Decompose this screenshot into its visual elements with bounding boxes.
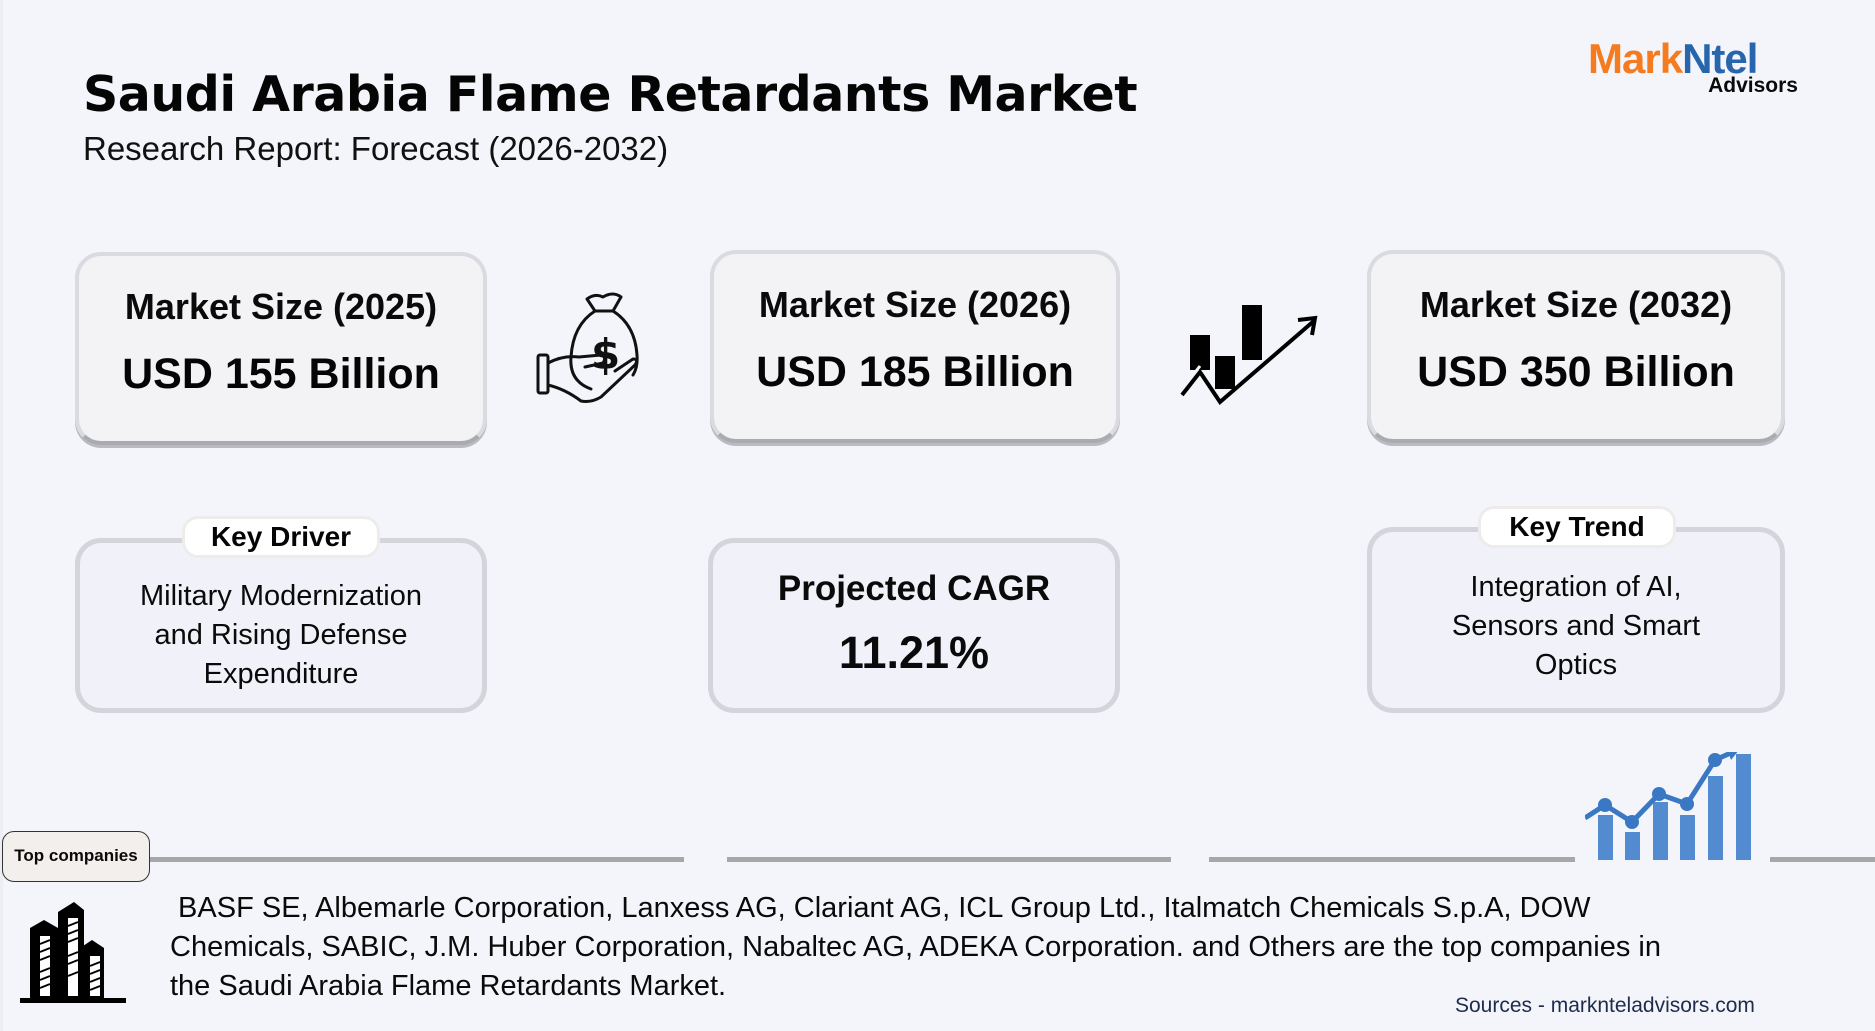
key-trend-tag: Key Trend: [1478, 506, 1676, 548]
key-trend-line: Optics: [1534, 649, 1618, 681]
companies-line: BASF SE, Albemarle Corporation, Lanxess …: [170, 892, 1591, 924]
market-size-label: Market Size (2026): [758, 284, 1072, 325]
page-title: Saudi Arabia Flame Retardants Market: [83, 66, 1138, 123]
market-size-label: Market Size (2025): [124, 286, 438, 327]
key-driver-line: Military Modernization: [139, 580, 423, 612]
page-subtitle: Research Report: Forecast (2026-2032): [83, 130, 669, 167]
market-size-value: USD 155 Billion: [122, 350, 440, 398]
divider-line: [727, 857, 1171, 862]
office-buildings-icon: [18, 900, 128, 1005]
cagr-label: Projected CAGR: [777, 569, 1051, 608]
market-size-value: USD 185 Billion: [756, 348, 1074, 396]
companies-line: the Saudi Arabia Flame Retardants Market…: [170, 970, 727, 1002]
key-trend-card: Integration of AI, Sensors and Smart Opt…: [1367, 527, 1785, 713]
market-size-value: USD 350 Billion: [1417, 348, 1735, 396]
growth-chart-arrow-icon: [1180, 302, 1320, 407]
cagr-value: 11.21%: [838, 627, 990, 678]
cagr-card: Projected CAGR 11.21%: [708, 538, 1120, 713]
market-size-card-2025: Market Size (2025) USD 155 Billion: [75, 252, 487, 445]
logo-mark: Mark: [1588, 35, 1683, 82]
key-trend-line: Sensors and Smart: [1451, 610, 1701, 642]
marknel-logo: MarkNtel Advisors: [1588, 38, 1808, 98]
bar-line-chart-icon: [1583, 748, 1755, 872]
divider-line: [1209, 857, 1575, 862]
top-companies-tag: Top companies: [2, 831, 150, 882]
key-driver-line: Expenditure: [203, 658, 359, 690]
companies-line: Chemicals, SABIC, J.M. Huber Corporation…: [170, 931, 1661, 963]
divider-line: [1770, 857, 1875, 862]
sources-link[interactable]: Sources - marknteladvisors.com: [1455, 994, 1755, 1017]
left-edge: [0, 0, 3, 1031]
market-size-card-2032: Market Size (2032) USD 350 Billion: [1367, 250, 1785, 443]
market-size-card-2026: Market Size (2026) USD 185 Billion: [710, 250, 1120, 443]
key-trend-line: Integration of AI,: [1470, 571, 1682, 603]
top-companies-text: BASF SE, Albemarle Corporation, Lanxess …: [170, 889, 1820, 1006]
money-bag-hand-icon: $: [535, 285, 660, 413]
logo-advisors: Advisors: [1708, 74, 1798, 97]
key-driver-tag: Key Driver: [182, 516, 380, 558]
key-driver-line: and Rising Defense: [154, 619, 408, 651]
divider-line: [150, 857, 684, 862]
key-driver-card: Military Modernization and Rising Defens…: [75, 538, 487, 713]
market-size-label: Market Size (2032): [1419, 284, 1733, 325]
logo-ntel: Ntel: [1682, 35, 1758, 82]
